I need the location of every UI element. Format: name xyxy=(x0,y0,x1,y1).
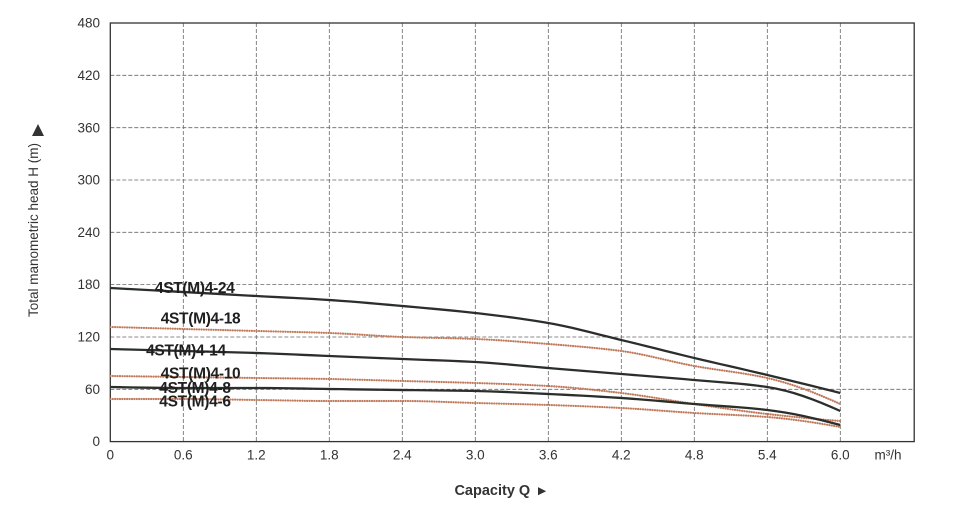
svg-text:0.6: 0.6 xyxy=(174,448,193,463)
svg-text:4ST(M)4-18: 4ST(M)4-18 xyxy=(161,311,241,328)
svg-text:180: 180 xyxy=(77,277,100,292)
svg-text:3.6: 3.6 xyxy=(539,448,558,463)
svg-text:3.0: 3.0 xyxy=(466,448,485,463)
svg-text:1.8: 1.8 xyxy=(320,448,339,463)
svg-text:60: 60 xyxy=(85,382,100,397)
svg-text:1.2: 1.2 xyxy=(247,448,266,463)
svg-text:4ST(M)4-24: 4ST(M)4-24 xyxy=(155,280,235,297)
svg-text:120: 120 xyxy=(77,330,100,345)
svg-text:4ST(M)4-14: 4ST(M)4-14 xyxy=(146,342,226,359)
svg-text:240: 240 xyxy=(77,225,100,240)
svg-text:5.4: 5.4 xyxy=(758,448,777,463)
svg-text:480: 480 xyxy=(77,16,100,31)
svg-text:4ST(M)4-6: 4ST(M)4-6 xyxy=(159,394,231,411)
svg-text:2.4: 2.4 xyxy=(393,448,412,463)
svg-text:4.2: 4.2 xyxy=(612,448,631,463)
svg-text:Capacity Q ▸: Capacity Q ▸ xyxy=(454,483,547,499)
svg-text:300: 300 xyxy=(77,173,100,188)
svg-text:4.8: 4.8 xyxy=(685,448,704,463)
svg-text:0: 0 xyxy=(107,448,115,463)
svg-text:m³/h: m³/h xyxy=(875,448,902,463)
svg-text:6.0: 6.0 xyxy=(831,448,850,463)
svg-text:0: 0 xyxy=(92,434,100,449)
svg-text:Total manometric head H (m): Total manometric head H (m) xyxy=(26,143,41,317)
svg-text:360: 360 xyxy=(77,120,100,135)
svg-text:420: 420 xyxy=(77,68,100,83)
